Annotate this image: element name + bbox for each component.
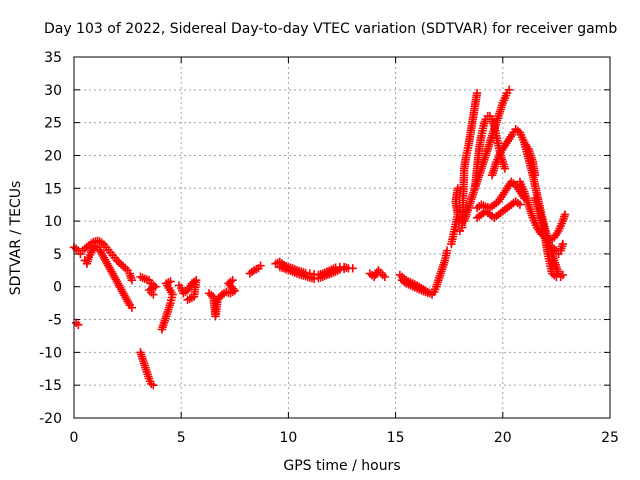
- series-arc-25: [547, 239, 568, 259]
- series-arc-20: [472, 197, 525, 223]
- y-tick-label: -15: [39, 378, 62, 394]
- y-tick-label: 15: [44, 181, 62, 197]
- y-tick-labels: -20 -15 -10 -5 0 5 10 15 20 25 30 35: [39, 50, 62, 427]
- grid-lines: [74, 57, 610, 418]
- data-point: [472, 88, 482, 98]
- y-tick-label: 35: [44, 50, 62, 66]
- series-arc-12: [365, 266, 390, 282]
- series-arc-06: [157, 277, 177, 334]
- series-arc-14: [397, 275, 432, 297]
- series-arc-18: [470, 111, 510, 193]
- y-tick-label: 10: [44, 214, 62, 230]
- series-arc-04: [136, 348, 158, 390]
- data-point: [149, 290, 158, 299]
- data-point: [339, 264, 349, 274]
- data-point: [558, 270, 568, 280]
- x-axis-label: GPS time / hours: [283, 458, 400, 474]
- x-tick-label: 10: [279, 430, 297, 446]
- series-arc-07: [174, 275, 201, 305]
- data-point: [183, 295, 192, 305]
- data-point: [348, 264, 357, 273]
- y-tick-label: 0: [53, 280, 62, 296]
- data-point: [560, 210, 570, 219]
- data-point: [228, 275, 237, 285]
- x-tick-label: 25: [601, 430, 619, 446]
- data-point: [166, 277, 175, 286]
- data-point: [127, 303, 137, 312]
- series-arc-23: [520, 138, 540, 180]
- data-point: [149, 380, 158, 390]
- x-tick-label: 15: [387, 430, 405, 446]
- x-tick-label: 5: [177, 430, 186, 446]
- data-point: [256, 261, 265, 270]
- y-tick-label: -20: [39, 411, 62, 427]
- series-arc-05: [136, 272, 160, 299]
- y-axis-label: SDTVAR / TECUs: [8, 181, 24, 296]
- series-arc-22: [515, 177, 570, 244]
- chart-title: Day 103 of 2022, Sidereal Day-to-day VTE…: [44, 21, 617, 37]
- data-point: [515, 200, 525, 209]
- y-tick-label: -5: [48, 313, 62, 329]
- y-tick-label: 30: [44, 83, 62, 99]
- data-points: [69, 85, 570, 390]
- series-arc-09: [245, 261, 265, 278]
- axis-ticks: [73, 56, 611, 419]
- data-point: [500, 164, 510, 173]
- series-arc-24: [530, 193, 568, 282]
- data-point: [423, 288, 432, 297]
- y-tick-label: -10: [39, 345, 62, 361]
- data-point: [127, 275, 137, 285]
- series-arc-11: [275, 262, 349, 284]
- data-point: [505, 85, 514, 95]
- series-arc-03: [80, 241, 137, 312]
- y-tick-label: 5: [53, 247, 62, 263]
- data-point: [530, 170, 540, 180]
- series-arc-15: [447, 184, 462, 249]
- plot-frame: [73, 56, 611, 419]
- data-point: [442, 246, 452, 255]
- x-tick-label: 20: [494, 430, 512, 446]
- y-tick-label: 20: [44, 148, 62, 164]
- x-tick-labels: 0 5 10 15 20 25: [70, 430, 619, 446]
- series-arc-08: [204, 275, 239, 321]
- data-point: [74, 320, 83, 329]
- data-point: [380, 272, 390, 282]
- y-tick-label: 25: [44, 116, 62, 132]
- data-point: [558, 239, 568, 249]
- x-tick-label: 0: [70, 430, 79, 446]
